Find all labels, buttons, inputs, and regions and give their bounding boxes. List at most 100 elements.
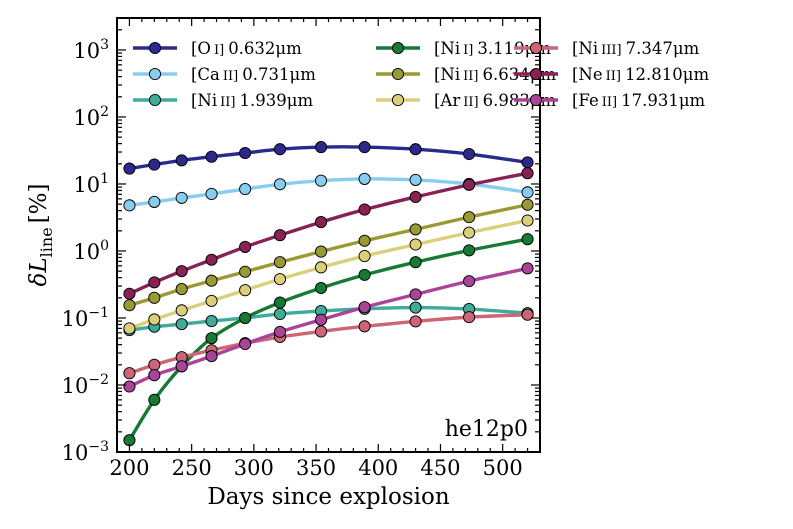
data-point <box>409 238 422 251</box>
data-point <box>175 283 188 296</box>
data-point <box>358 320 371 333</box>
legend-entry: [Fe II] 17.931μm <box>514 91 706 110</box>
data-point <box>273 307 287 320</box>
data-point <box>521 308 534 321</box>
legend-label: [O I] 0.632μm <box>191 39 302 58</box>
data-point <box>521 156 534 169</box>
legend: [O I] 0.632μm [Ca II] 0.731μm [Ni II] 1.939μm [Ni… <box>133 39 709 110</box>
data-point <box>175 360 188 373</box>
data-point <box>273 325 287 338</box>
legend-swatch-marker <box>391 41 405 55</box>
legend-swatch-marker <box>529 67 543 81</box>
legend-swatch-marker <box>391 93 405 107</box>
legend-swatch-marker <box>148 41 162 55</box>
legend-entry: [Ni III] 7.347μm <box>514 39 700 58</box>
data-point <box>148 358 161 371</box>
y-axis-ticks: 10−3 10−2 10−1 100 101 102 103 <box>62 17 540 465</box>
x-tick-label: 300 <box>234 456 274 480</box>
legend-swatch-marker <box>148 93 162 107</box>
legend-label: [Ne II] 12.810μm <box>572 65 709 84</box>
data-point <box>175 304 188 317</box>
data-point <box>521 262 534 275</box>
data-point <box>463 178 476 191</box>
data-point <box>273 273 287 286</box>
data-point <box>239 146 252 160</box>
data-point <box>123 367 136 380</box>
data-point <box>409 256 422 269</box>
data-point <box>123 287 136 300</box>
legend-entry: [Ca II] 0.731μm <box>133 65 316 84</box>
legend-swatch-marker <box>529 41 543 55</box>
data-point <box>409 190 422 204</box>
data-point <box>148 195 161 208</box>
data-point <box>521 214 534 227</box>
y-tick-label: 10−2 <box>62 372 109 398</box>
data-point <box>273 256 287 269</box>
y-axis-label: δLline [%] <box>26 184 56 287</box>
data-point <box>358 141 371 154</box>
data-point <box>358 250 371 263</box>
model-annotation: he12p0 <box>445 417 528 442</box>
data-point <box>148 276 161 289</box>
data-point <box>148 158 161 171</box>
data-point <box>463 226 476 239</box>
y-axis-label-main: δL <box>26 257 52 286</box>
data-point <box>521 198 534 211</box>
data-point <box>409 143 422 156</box>
data-point <box>175 154 188 167</box>
data-point <box>205 187 218 200</box>
data-point <box>175 318 188 331</box>
legend-entry: [O I] 0.632μm <box>133 39 302 58</box>
data-point <box>205 350 218 363</box>
data-point <box>273 143 287 156</box>
data-point <box>123 380 136 393</box>
x-tick-label: 500 <box>483 456 523 480</box>
data-point <box>463 311 476 324</box>
y-tick-label: 103 <box>73 37 109 63</box>
legend-label: [Ni III] 7.347μm <box>572 39 700 58</box>
data-point <box>314 216 328 229</box>
data-point <box>409 288 422 301</box>
data-point <box>463 147 476 161</box>
data-point <box>463 211 476 224</box>
data-point <box>314 141 328 154</box>
data-point <box>273 178 287 191</box>
y-axis-label-unit: [%] <box>26 184 52 224</box>
y-tick-label: 101 <box>73 171 109 197</box>
data-point <box>358 172 371 185</box>
data-point <box>358 203 371 216</box>
data-point <box>239 240 252 253</box>
data-point <box>123 162 136 175</box>
x-axis-ticks: 200 250 300 350 400 450 500 <box>109 18 541 480</box>
data-point <box>123 299 136 312</box>
data-point <box>239 284 252 297</box>
data-point <box>521 186 534 199</box>
data-point <box>239 337 252 350</box>
data-point <box>314 174 328 187</box>
data-point <box>148 291 161 304</box>
data-point <box>314 261 328 274</box>
data-point <box>148 313 161 326</box>
data-point <box>358 301 371 314</box>
data-point <box>239 265 252 278</box>
data-point <box>175 191 188 204</box>
data-point <box>409 301 422 314</box>
legend-swatch-marker <box>148 67 162 81</box>
x-tick-label: 200 <box>109 456 149 480</box>
y-tick-label: 100 <box>73 238 109 264</box>
legend-entry: [Ni II] 1.939μm <box>133 91 313 110</box>
data-point <box>175 265 188 278</box>
data-point <box>314 281 328 295</box>
data-point <box>314 245 328 258</box>
data-point <box>205 294 218 307</box>
y-tick-label: 10−1 <box>62 305 109 331</box>
plot-markers <box>123 141 534 447</box>
data-point <box>409 173 422 186</box>
data-point <box>239 311 252 325</box>
data-point <box>463 275 476 288</box>
data-point <box>123 199 136 212</box>
data-point <box>123 322 136 335</box>
x-tick-label: 400 <box>358 456 398 480</box>
data-point <box>463 244 476 257</box>
y-axis-label-subscript: line <box>37 227 56 257</box>
